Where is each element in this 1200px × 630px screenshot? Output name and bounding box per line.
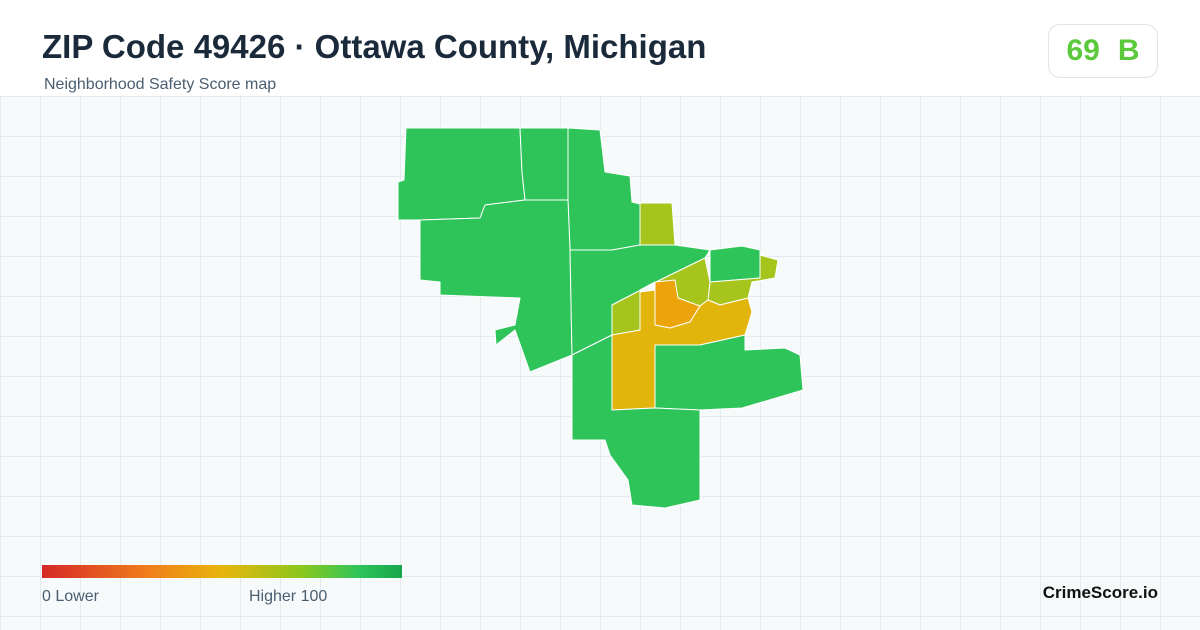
score-badge: 69 B [1048, 24, 1158, 78]
legend-min-label: 0 Lower [42, 588, 99, 605]
region-west-central[interactable] [419, 199, 573, 373]
score-grade: B [1117, 34, 1140, 67]
region-east-top[interactable] [709, 245, 761, 283]
score-value: 69 [1066, 34, 1100, 67]
region-southeast[interactable] [654, 334, 804, 411]
region-northeast-strip[interactable] [567, 127, 641, 251]
page-title: ZIP Code 49426 · Ottawa County, Michigan [42, 28, 707, 65]
legend-gradient-bar [42, 565, 402, 578]
region-north-central[interactable] [519, 127, 569, 201]
region-south[interactable] [571, 334, 701, 509]
brand-logo-text: CrimeScore.io [1042, 583, 1158, 602]
page-subtitle: Neighborhood Safety Score map [44, 76, 277, 93]
legend-max-label: Higher 100 [249, 588, 328, 605]
header-panel [0, 0, 1200, 96]
region-small-north-east[interactable] [639, 202, 676, 246]
